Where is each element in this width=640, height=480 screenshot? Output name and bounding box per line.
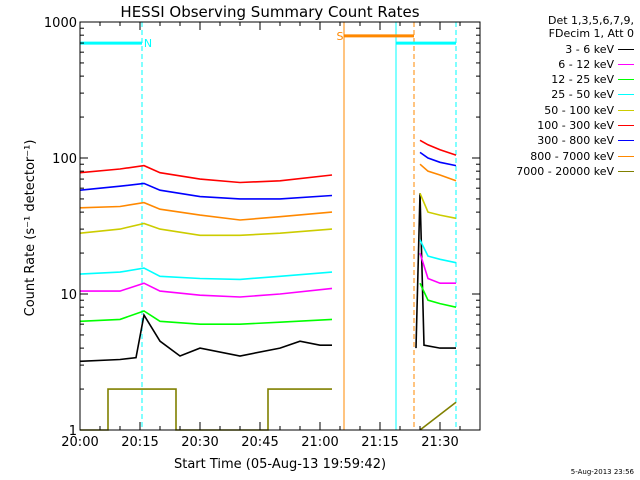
legend-item-800-7000-kev: 800 - 7000 keV [530, 149, 634, 164]
legend-label: 6 - 12 keV [558, 57, 614, 71]
series-800-7000-kev-seg-1 [419, 163, 457, 182]
series-300-800-kev-seg-1 [419, 151, 457, 167]
series-12-25-kev-seg-1 [419, 282, 457, 308]
x-tick-label-5: 21:15 [361, 435, 398, 450]
y-tick-label-2: 100 [52, 152, 77, 167]
series-3-6-kev-seg-0 [79, 312, 332, 363]
series-800-7000-kev-seg-0 [79, 201, 333, 221]
legend-item-12-25-kev: 12 - 25 keV [551, 73, 634, 88]
series-6-12-kev-seg-0 [80, 282, 333, 298]
annotation-night: N [144, 37, 152, 50]
series-100-300-kev-seg-1 [419, 139, 457, 156]
series-7000-20000-kev-seg-0 [80, 388, 332, 431]
legend-header-line-2: FDecim 1, Att 0 [548, 27, 634, 40]
y-axis-label: Count Rate (s⁻¹ detector⁻¹) [23, 140, 38, 317]
series-7000-20000-kev-seg-1 [419, 401, 457, 431]
legend-swatch [618, 48, 634, 50]
legend-swatch [618, 109, 634, 111]
plot-frame [79, 21, 481, 431]
x-axis-label: Start Time (05-Aug-13 19:59:42) [174, 457, 386, 472]
series-3-6-kev-seg-1 [415, 193, 456, 349]
legend-label: 25 - 50 keV [551, 88, 614, 102]
legend-item-100-300-kev: 100 - 300 keV [537, 119, 634, 134]
legend-header-line-1: Det 1,3,5,6,7,9, [547, 14, 634, 27]
legend-label: 100 - 300 keV [537, 119, 614, 132]
chart-title: HESSI Observing Summary Count Rates [120, 3, 419, 21]
legend-item-50-100-kev: 50 - 100 keV [544, 103, 634, 118]
legend-swatch [618, 125, 634, 126]
legend-label: 50 - 100 keV [544, 103, 614, 117]
series-6-12-kev-seg-1 [419, 252, 456, 285]
legend-label: 3 - 6 keV [565, 42, 614, 56]
legend-header: Det 1,3,5,6,7,9, FDecim 1, Att 0 [548, 14, 634, 40]
series-50-100-kev-seg-0 [79, 222, 333, 237]
annotation-saa: S [337, 30, 344, 43]
legend-swatch [618, 79, 634, 81]
x-tick-label-2: 20:30 [181, 435, 218, 450]
series-50-100-kev-seg-1 [419, 192, 457, 220]
series-12-25-kev-seg-0 [79, 310, 333, 326]
legend-swatch [618, 63, 634, 65]
legend-label: 12 - 25 keV [551, 73, 614, 87]
legend-swatch [618, 140, 634, 142]
series-25-50-kev-seg-0 [79, 267, 333, 281]
x-tick-label-4: 21:00 [301, 435, 338, 450]
legend-swatch [618, 94, 634, 96]
x-tick-label-0: 20:00 [61, 435, 98, 450]
y-tick-label-3: 1000 [44, 16, 77, 31]
legend-label: 800 - 7000 keV [530, 149, 614, 163]
legend-swatch [618, 170, 634, 172]
y-tick-label-1: 10 [60, 288, 77, 303]
x-tick-label-6: 21:30 [421, 435, 458, 450]
legend-item-7000-20000-kev: 7000 - 20000 keV [516, 164, 634, 179]
footer-timestamp: 5-Aug-2013 23:56 [570, 468, 634, 476]
series-100-300-kev-seg-0 [79, 164, 333, 184]
x-tick-label-3: 20:45 [241, 435, 278, 450]
series-300-800-kev-seg-0 [79, 182, 333, 200]
legend-item-3-6-kev: 3 - 6 keV [565, 42, 634, 57]
legend-item-300-800-kev: 300 - 800 keV [537, 134, 634, 149]
y-tick-label-0: 1 [69, 424, 77, 439]
x-tick-label-1: 20:15 [121, 435, 158, 450]
legend-swatch [618, 155, 634, 157]
legend-item-25-50-kev: 25 - 50 keV [551, 88, 634, 103]
legend-label: 300 - 800 keV [537, 134, 614, 148]
series-25-50-kev-seg-1 [419, 239, 457, 264]
legend-label: 7000 - 20000 keV [516, 164, 614, 178]
legend-item-6-12-kev: 6 - 12 keV [558, 57, 634, 72]
